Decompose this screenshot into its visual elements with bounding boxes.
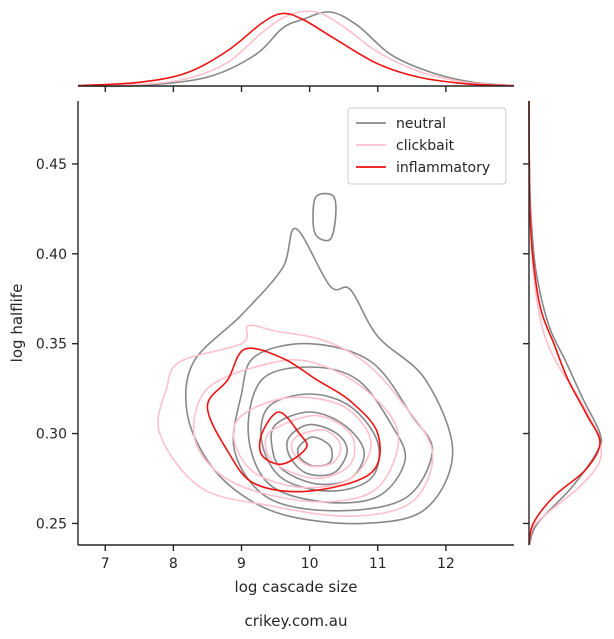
inflammatory-marginal-y-curve: [528, 100, 601, 546]
x-tick-label: 11: [369, 556, 387, 572]
y-tick-label: 0.25: [36, 516, 67, 532]
legend-label-neutral: neutral: [396, 116, 446, 132]
axes: 7 8 9 10 11 12 0.25 0.30 0.35 0.40 0.45: [36, 85, 530, 572]
inflammatory-marginal-x-curve: [77, 12, 515, 87]
caption: crikey.com.au: [245, 612, 348, 630]
clickbait-contour-1: [157, 324, 434, 518]
x-tick-label: 10: [301, 556, 319, 572]
legend-label-inflammatory: inflammatory: [396, 160, 490, 176]
legend: neutral clickbait inflammatory: [347, 107, 507, 185]
clickbait-contour-4: [264, 414, 356, 480]
inflammatory-contour-1: [206, 347, 381, 493]
x-tick-label: 12: [437, 556, 455, 572]
y-tick-label: 0.40: [36, 247, 67, 263]
clickbait-contour-2: [192, 359, 400, 503]
legend-label-clickbait: clickbait: [396, 138, 455, 154]
neutral-contour-8: [296, 436, 333, 467]
top-marginal-density: [77, 10, 515, 88]
contour-layer: [157, 192, 454, 525]
clickbait-contour-3: [232, 396, 372, 489]
y-axis-label: log halflife: [8, 284, 26, 363]
neutral-contour-5: [260, 393, 381, 492]
x-axis-label: log cascade size: [235, 578, 358, 596]
clickbait-contour-5: [290, 429, 342, 468]
x-tick-label: 7: [101, 556, 110, 572]
y-tick-label: 0.30: [36, 427, 67, 443]
clickbait-marginal-y-curve: [528, 100, 603, 546]
neutral-contour-7: [286, 423, 348, 477]
neutral-contour-2: [312, 192, 337, 242]
y-tick-label: 0.35: [36, 337, 67, 353]
neutral-marginal-y-curve: [528, 100, 603, 546]
inflammatory-contour-2: [258, 411, 308, 466]
y-tick-label: 0.45: [36, 157, 67, 173]
clickbait-marginal-x-curve: [77, 10, 515, 87]
right-marginal-density: [528, 100, 603, 546]
x-tick-label: 9: [237, 556, 246, 572]
legend-frame: [347, 107, 507, 185]
x-tick-label: 8: [169, 556, 178, 572]
neutral-contour-1: [184, 227, 454, 525]
neutral-marginal-x-curve: [77, 11, 515, 88]
